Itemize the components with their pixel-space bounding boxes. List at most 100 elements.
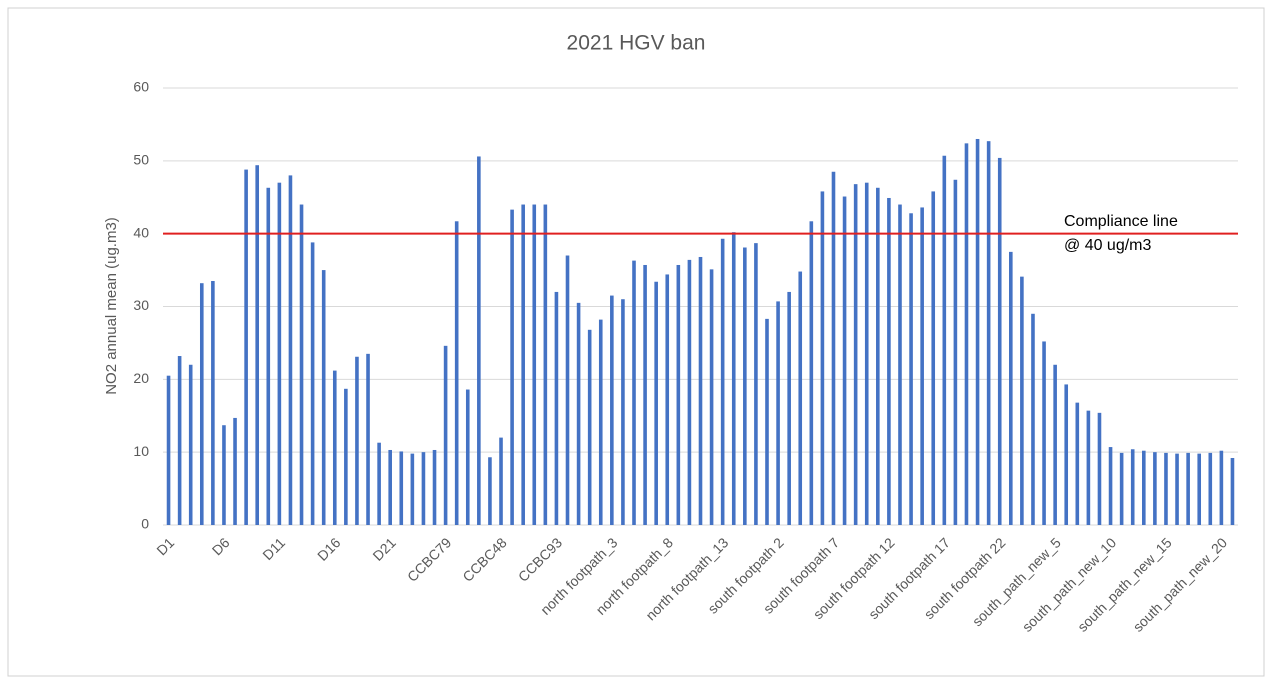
bar — [244, 169, 248, 525]
bar — [610, 295, 614, 525]
y-tick-label: 30 — [133, 297, 149, 313]
bar — [1164, 452, 1168, 525]
bar — [1053, 364, 1057, 525]
bar — [887, 197, 891, 525]
bar — [709, 269, 714, 525]
bar — [211, 281, 215, 525]
bar — [565, 255, 570, 525]
bar — [576, 302, 581, 525]
bar — [1141, 450, 1146, 525]
bar — [853, 184, 858, 525]
y-tick-label: 50 — [133, 152, 149, 168]
bar — [344, 388, 348, 525]
bar — [809, 221, 814, 525]
bar — [776, 301, 780, 525]
bar — [1119, 452, 1124, 525]
bar — [632, 260, 636, 525]
y-tick-label: 0 — [141, 516, 149, 532]
bar — [975, 138, 980, 525]
bar — [388, 449, 392, 525]
bar — [720, 238, 725, 525]
bar — [310, 242, 315, 525]
bar — [1097, 412, 1102, 525]
bar — [355, 356, 359, 525]
bar — [1175, 453, 1179, 525]
bar — [964, 143, 969, 525]
bar — [931, 191, 936, 525]
bar — [366, 353, 370, 525]
bar — [222, 425, 226, 525]
bar — [1153, 452, 1157, 525]
bar — [1208, 452, 1213, 525]
bar — [1086, 410, 1091, 525]
bar — [321, 270, 326, 525]
bar — [598, 319, 603, 525]
bar — [754, 243, 758, 525]
bar — [1197, 453, 1202, 525]
bar — [787, 291, 791, 525]
bar — [842, 196, 847, 525]
bar — [299, 204, 304, 526]
y-tick-label: 20 — [133, 370, 149, 386]
bar — [743, 247, 747, 525]
bar — [765, 318, 769, 525]
bar — [1186, 452, 1190, 525]
bar — [399, 451, 404, 525]
bar — [798, 271, 803, 525]
y-tick-label: 40 — [133, 224, 149, 240]
bar — [443, 345, 448, 525]
bar — [898, 204, 902, 526]
bar — [1031, 313, 1035, 525]
compliance-label: Compliance line — [1064, 213, 1178, 230]
bar — [1230, 457, 1235, 525]
bar — [1009, 251, 1013, 525]
bar — [731, 232, 736, 525]
bar — [255, 165, 260, 525]
bar — [499, 437, 503, 525]
bar — [288, 175, 293, 525]
bar — [510, 209, 514, 526]
bar — [377, 442, 381, 525]
bar — [521, 204, 525, 526]
bar — [942, 155, 947, 526]
bar — [1108, 447, 1113, 525]
bar — [488, 457, 492, 525]
bar — [1075, 402, 1080, 525]
bar — [266, 187, 271, 525]
bar — [554, 291, 559, 525]
bar — [687, 259, 692, 525]
bar — [166, 375, 171, 525]
bar — [909, 213, 913, 526]
bar — [421, 452, 426, 525]
y-tick-label: 60 — [133, 79, 149, 95]
bar — [698, 256, 703, 525]
bar — [643, 264, 647, 525]
bar — [1020, 276, 1024, 525]
bar — [621, 299, 625, 525]
chart-frame — [7, 7, 1265, 677]
bar — [1130, 449, 1135, 525]
bar — [177, 356, 182, 525]
y-axis-label: NO2 annual mean (ug.m3) — [103, 217, 120, 395]
compliance-label: @ 40 ug/m3 — [1064, 237, 1152, 254]
bar — [543, 204, 548, 526]
chart-title: 2021 HGV ban — [567, 32, 706, 55]
bar — [188, 364, 193, 525]
bar — [920, 207, 924, 526]
bar — [953, 179, 958, 525]
bar — [465, 389, 470, 525]
bar — [532, 204, 537, 526]
bar — [820, 191, 825, 525]
bar — [986, 141, 991, 525]
bar — [410, 453, 415, 525]
bar — [233, 417, 237, 525]
bar — [654, 281, 658, 525]
bar — [665, 274, 670, 525]
bar — [587, 329, 592, 525]
bar — [277, 182, 282, 525]
bar — [1064, 384, 1069, 525]
y-tick-label: 10 — [133, 443, 149, 459]
bar — [676, 264, 681, 525]
bar — [1042, 341, 1046, 525]
